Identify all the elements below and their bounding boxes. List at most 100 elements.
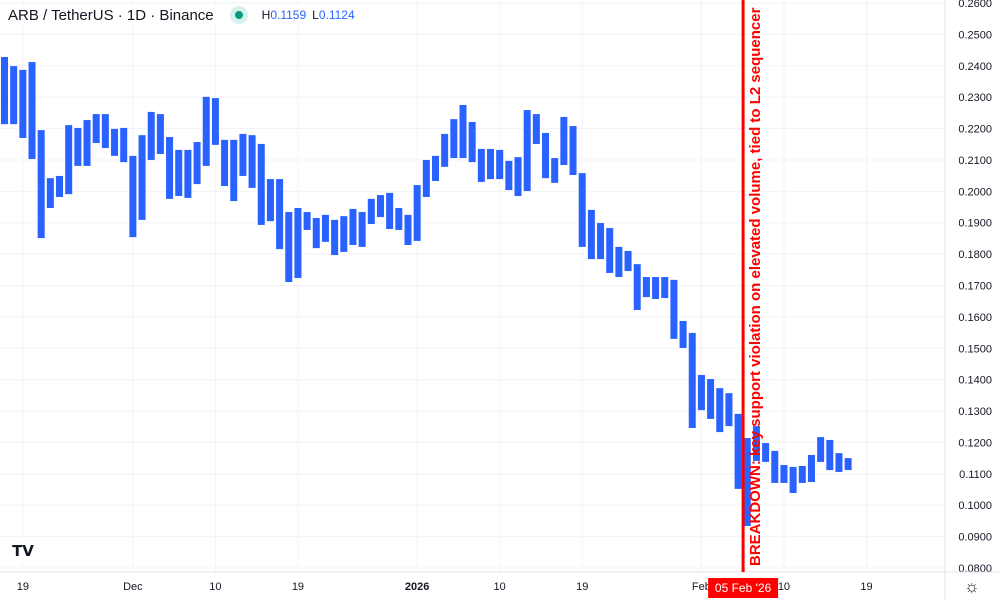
y-tick-label: 0.2000 (958, 186, 992, 198)
x-tick-label: Dec (123, 581, 143, 593)
price-bar (835, 453, 843, 472)
x-tick-label: 19 (292, 581, 304, 593)
price-bar (147, 111, 155, 160)
price-bar (1, 56, 8, 125)
price-bar (532, 114, 540, 144)
price-bar (367, 198, 375, 224)
price-bar (376, 195, 384, 218)
price-bar (166, 137, 174, 199)
price-bar (129, 155, 137, 238)
price-bar (826, 439, 834, 471)
y-tick-label: 0.1000 (958, 500, 992, 512)
price-bar (642, 277, 650, 298)
price-bar (257, 143, 265, 225)
x-tick-label: 10 (778, 581, 790, 593)
price-bar (138, 135, 146, 220)
price-bar (578, 173, 586, 247)
x-tick-label: 10 (209, 581, 221, 593)
price-bar (789, 466, 797, 493)
price-bar (294, 207, 302, 278)
price-bar (459, 105, 467, 159)
price-bar (496, 149, 504, 180)
settings-gear-icon[interactable]: ☼ (964, 577, 980, 596)
tradingview-logo-icon[interactable]: TV (8, 538, 38, 564)
price-bar (569, 126, 577, 176)
price-bar (321, 214, 329, 242)
price-bar (487, 148, 495, 180)
price-bar (358, 212, 366, 247)
y-tick-label: 0.1900 (958, 218, 992, 230)
symbol-title[interactable]: ARB / TetherUS · 1D · Binance (8, 6, 214, 24)
price-bar (56, 175, 64, 197)
chart-legend: ARB / TetherUS · 1D · Binance H0.1159 L0… (8, 6, 361, 24)
price-bar (248, 135, 256, 188)
price-bar (780, 465, 788, 483)
price-bar (725, 393, 733, 427)
price-bar (111, 128, 119, 156)
price-bar (303, 212, 311, 230)
y-tick-label: 0.1600 (958, 312, 992, 324)
y-tick-label: 0.1100 (959, 469, 992, 481)
x-tick-label: 10 (494, 581, 506, 593)
price-bar (386, 192, 394, 229)
price-bar (551, 158, 559, 183)
x-tick-label: 19 (576, 581, 588, 593)
price-bar (10, 66, 18, 125)
price-bar (285, 212, 293, 283)
price-bar (92, 114, 100, 143)
y-tick-label: 0.2300 (958, 92, 992, 104)
y-tick-label: 0.1500 (958, 343, 992, 355)
x-tick-label: 19 (17, 581, 29, 593)
price-bar (65, 125, 73, 195)
price-bar (716, 388, 724, 433)
high-readout: H0.1159 (261, 8, 307, 22)
price-bar (101, 114, 109, 149)
price-bar (28, 62, 36, 160)
price-bar (771, 450, 779, 483)
price-bar (221, 139, 229, 186)
price-bar (120, 127, 128, 163)
price-bar (422, 159, 430, 197)
y-tick-label: 0.1800 (958, 249, 992, 261)
price-bar (762, 443, 770, 462)
price-bar (184, 149, 192, 198)
price-bar (661, 277, 669, 299)
price-bar (615, 246, 623, 278)
y-tick-label: 0.2200 (958, 124, 992, 136)
date-label: 05 Feb '26 (715, 581, 772, 595)
price-bar (817, 437, 825, 462)
price-bar (156, 114, 164, 154)
y-tick-label: 0.0900 (958, 532, 992, 544)
price-bar (175, 149, 183, 197)
price-bar (542, 132, 550, 179)
price-bar (688, 332, 696, 429)
price-bar (560, 116, 568, 165)
price-bar (679, 320, 687, 348)
price-bar (404, 214, 412, 246)
price-bar (193, 142, 201, 185)
price-bar (266, 179, 274, 222)
price-bar (83, 120, 91, 166)
y-tick-label: 0.2400 (958, 61, 992, 73)
price-bar (211, 98, 219, 145)
y-tick-label: 0.1200 (958, 437, 992, 449)
market-status-icon[interactable] (229, 6, 248, 24)
y-tick-label: 0.2100 (958, 155, 992, 167)
price-bar (239, 133, 247, 176)
price-bar (46, 178, 54, 208)
price-bar (514, 157, 522, 197)
price-bar (844, 458, 852, 471)
price-bar (652, 277, 660, 299)
price-bar (624, 250, 632, 272)
y-tick-label: 0.0800 (958, 563, 992, 575)
price-bar (597, 223, 605, 260)
price-bar (734, 413, 742, 489)
price-bar (37, 130, 45, 239)
y-tick-label: 0.1300 (958, 406, 992, 418)
price-bar (413, 185, 421, 241)
price-bar (477, 148, 485, 182)
x-tick-label: 19 (860, 581, 872, 593)
price-bar (807, 455, 815, 482)
price-bar (523, 110, 531, 192)
